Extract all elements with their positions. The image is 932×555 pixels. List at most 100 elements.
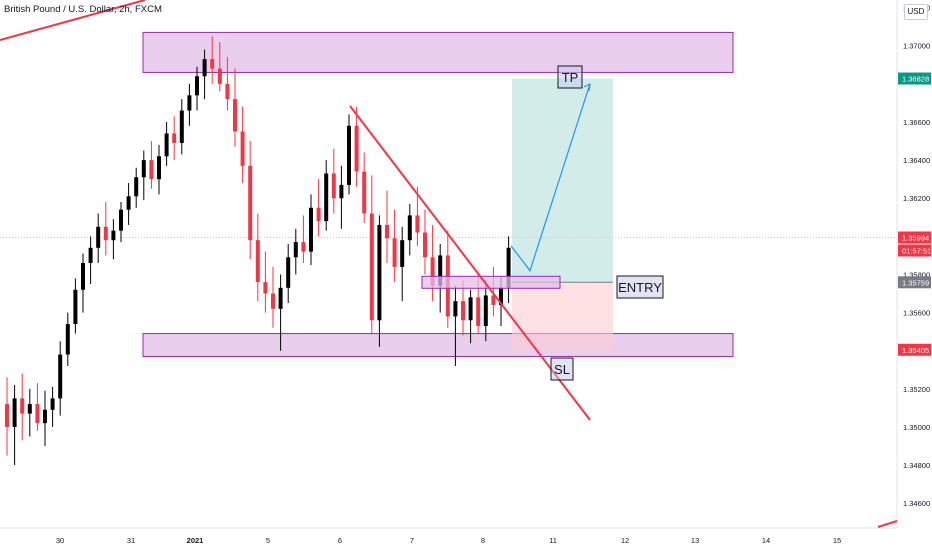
candle (12, 385, 17, 466)
candle-body (293, 242, 298, 258)
candle-body (377, 224, 382, 321)
candle-body (157, 156, 161, 180)
candle-body (43, 409, 47, 424)
candle (35, 383, 40, 431)
candle-body (255, 240, 260, 283)
candle (202, 49, 207, 100)
x-tick-label: 11 (549, 536, 557, 545)
candle (309, 194, 313, 265)
candle-body (286, 257, 291, 288)
candle (278, 274, 283, 351)
candle (506, 236, 511, 304)
candle (430, 224, 435, 302)
candle (164, 121, 169, 166)
ascending-trendline[interactable] (0, 0, 146, 41)
candle (255, 213, 260, 302)
candle (58, 341, 63, 416)
sl-label-text: SL (554, 362, 570, 377)
price-tag-text: 01:57:51 (902, 247, 931, 256)
y-tick-label: 1.34600 (903, 499, 930, 508)
candle (103, 202, 108, 256)
x-tick-label: 14 (762, 536, 770, 545)
candle-body (73, 289, 78, 325)
candle-body (119, 209, 123, 231)
candle (369, 175, 374, 334)
candle (347, 114, 351, 195)
loss-zone[interactable] (512, 282, 613, 350)
candle (73, 278, 78, 334)
entry-zone[interactable] (421, 275, 561, 289)
candle (271, 266, 275, 328)
sl-label[interactable]: SL (550, 357, 574, 381)
x-tick-label: 30 (56, 536, 64, 545)
currency-button[interactable]: USD (904, 4, 928, 20)
candle (50, 386, 55, 427)
candle (339, 165, 344, 229)
candle-body (453, 301, 458, 317)
x-tick-label: 15 (833, 536, 841, 545)
candle (248, 141, 253, 260)
y-tick-label: 1.37000 (903, 42, 930, 51)
profit-zone[interactable] (512, 78, 613, 283)
demand-zone[interactable] (142, 333, 734, 357)
price-tag-bg (898, 276, 931, 289)
time-axis[interactable]: 30 31 2021 5 6 7 8 11 12 13 14 15 (56, 536, 841, 545)
candle-body (476, 297, 481, 326)
candle (293, 228, 298, 275)
candle (225, 57, 230, 111)
candle (111, 219, 116, 260)
sl-label-box (550, 357, 574, 381)
candle (134, 167, 139, 208)
candle (187, 83, 192, 126)
candle-body (12, 398, 17, 427)
candle (149, 141, 154, 189)
candle (354, 106, 359, 187)
candle (301, 215, 306, 264)
candle (27, 388, 32, 437)
price-tag-bg (898, 72, 931, 85)
candle-body (187, 95, 192, 111)
price-tag: 1.35405 (898, 343, 931, 356)
y-tick-label: 1.36200 (903, 194, 930, 203)
candle (491, 266, 496, 317)
price-tag-bg (898, 244, 931, 257)
price-tag-bg (898, 231, 931, 244)
candle (240, 106, 245, 183)
x-tick-label: 8 (481, 536, 485, 545)
candle-body (461, 301, 465, 321)
price-tag: 01:57:51 (898, 244, 931, 257)
candle (407, 203, 412, 256)
candle (233, 68, 237, 147)
tp-label[interactable]: TP (557, 65, 583, 89)
x-tick-label: 6 (338, 536, 342, 545)
chart-title: British Pound / U.S. Dollar, 2h, FXCM (4, 4, 162, 15)
candle (88, 236, 93, 285)
candle-body (271, 293, 275, 309)
candle (20, 373, 25, 441)
y-tick-label: 1.35800 (903, 270, 930, 279)
candle-body (210, 59, 215, 69)
supply-zone[interactable] (142, 31, 734, 73)
candle-body (5, 404, 9, 427)
entry-label[interactable]: ENTRY (616, 275, 664, 299)
candle (263, 251, 268, 313)
y-tick-label: 1.35600 (903, 309, 930, 318)
candle (385, 190, 389, 264)
candle-body (111, 230, 116, 241)
candle-body (81, 263, 85, 290)
price-tag: 1.35994 (898, 231, 931, 244)
candle (210, 36, 215, 84)
descending-trendline[interactable] (349, 105, 591, 421)
projection-arrow[interactable] (510, 83, 591, 272)
drawings-layer: TP ENTRY SL (0, 0, 898, 528)
candle-body (103, 226, 108, 241)
candle (96, 213, 101, 264)
candle-body (423, 232, 427, 258)
candle-body (88, 247, 93, 264)
candle (172, 116, 177, 161)
candle-body (248, 165, 253, 241)
candle (81, 253, 85, 313)
trendline-segment[interactable] (877, 520, 898, 528)
